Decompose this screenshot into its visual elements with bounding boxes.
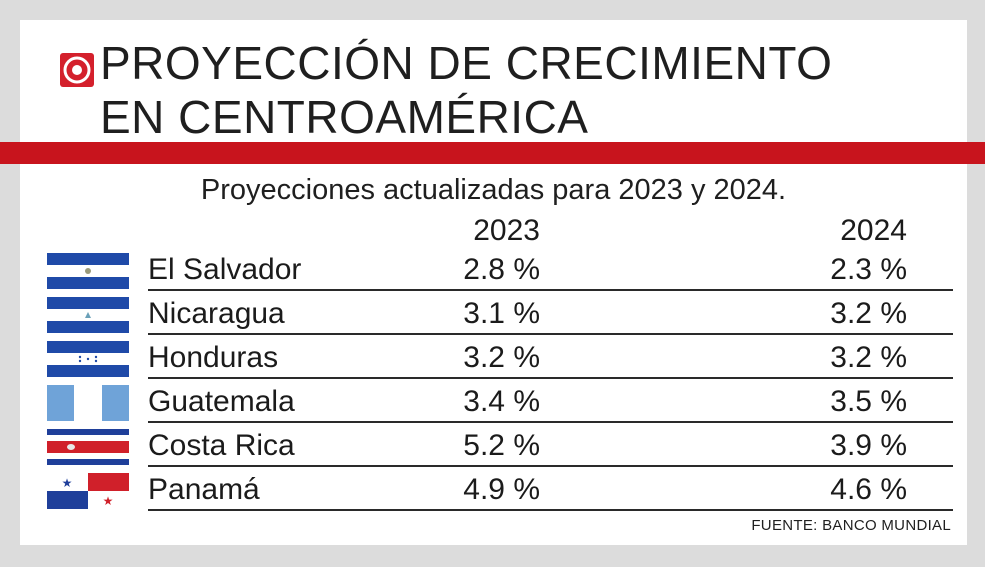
table-row: Costa Rica 5.2 % 3.9 % [20,423,967,467]
row-divider [148,289,953,291]
value-2023: 3.2 % [463,341,540,374]
svg-text:★: ★ [103,494,114,508]
svg-text:★: ★ [62,476,73,490]
costa-rica-flag-icon [47,429,129,465]
value-2024: 3.2 % [830,341,907,374]
table-row: Honduras 3.2 % 3.2 % [20,335,967,379]
country-name: Guatemala [148,385,295,418]
panama-flag-icon: ★ ★ [47,473,129,509]
table-row: El Salvador 2.8 % 2.3 % [20,247,967,291]
value-2023: 5.2 % [463,429,540,462]
el-salvador-flag-icon [47,253,129,289]
value-2024: 3.5 % [830,385,907,418]
value-2024: 3.2 % [830,297,907,330]
column-header-2024: 2024 [840,214,907,247]
value-2024: 4.6 % [830,473,907,506]
row-divider [148,333,953,335]
page-title-line-2: EN CENTROAMÉRICA [100,91,589,143]
value-2023: 3.4 % [463,385,540,418]
row-divider [148,377,953,379]
target-icon [60,53,94,87]
accent-band [0,142,985,164]
country-name: Nicaragua [148,297,285,330]
honduras-flag-icon [47,341,129,377]
value-2024: 3.9 % [830,429,907,462]
guatemala-flag-icon [47,385,129,421]
table-row: Guatemala 3.4 % 3.5 % [20,379,967,423]
row-divider [148,421,953,423]
value-2023: 2.8 % [463,253,540,286]
country-name: El Salvador [148,253,302,286]
value-2024: 2.3 % [830,253,907,286]
table-row: Nicaragua 3.1 % 3.2 % [20,291,967,335]
country-name: Costa Rica [148,429,295,462]
column-header-2023: 2023 [473,214,540,247]
country-name: Honduras [148,341,279,374]
row-divider [148,465,953,467]
table-row: ★ ★ Panamá 4.9 % 4.6 % [20,467,967,511]
page-title-line-1: PROYECCIÓN DE CRECIMIENTO [100,37,833,89]
infographic-card: PROYECCIÓN DE CRECIMIENTO EN CENTROAMÉRI… [0,20,985,545]
row-divider [148,509,953,511]
subtitle: Proyecciones actualizadas para 2023 y 20… [200,174,787,206]
value-2023: 3.1 % [463,297,540,330]
nicaragua-flag-icon [47,297,129,333]
value-2023: 4.9 % [463,473,540,506]
country-name: Panamá [148,473,260,506]
source-note: FUENTE: BANCO MUNDIAL [751,517,951,534]
